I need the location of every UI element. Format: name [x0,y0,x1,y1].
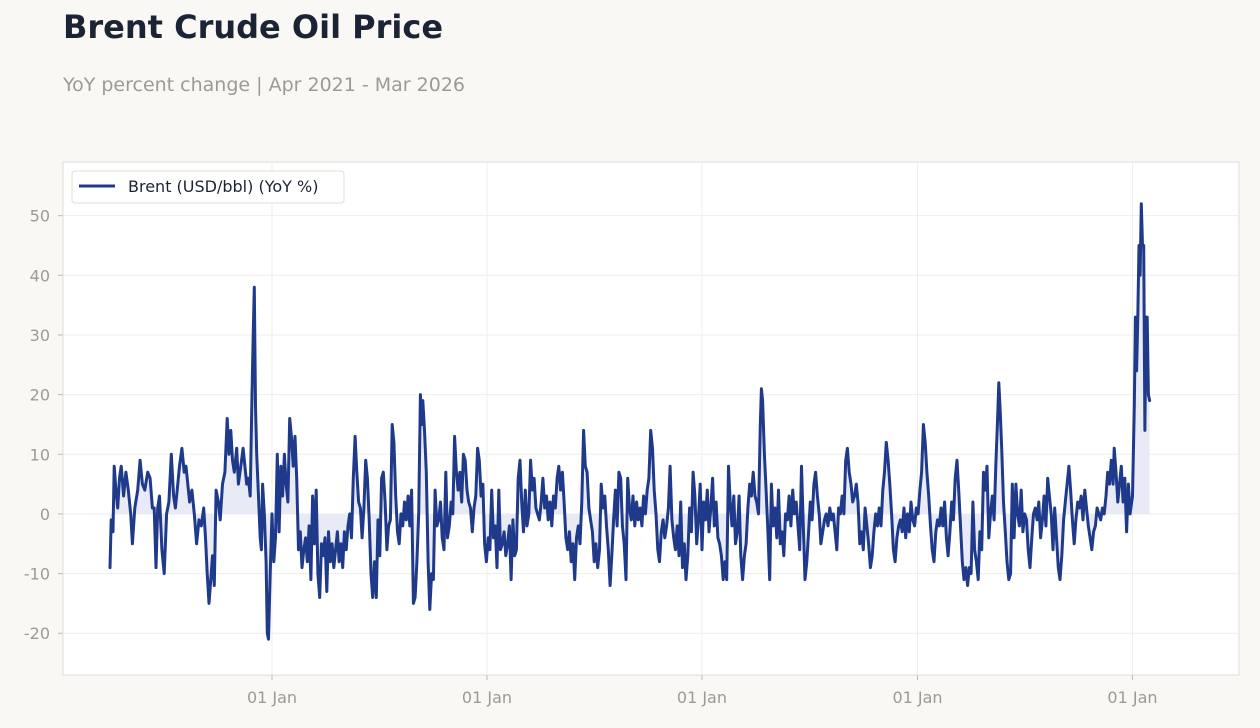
y-axis-ticks: -20 -10 0 10 20 30 40 50 [24,207,63,643]
x-tick-label: 01 Jan [892,688,942,707]
y-tick-label: 50 [30,207,50,226]
x-tick-label: 01 Jan [247,688,297,707]
x-tick-label: 01 Jan [1107,688,1157,707]
chart-subtitle: YoY percent change | Apr 2021 - Mar 2026 [63,74,466,96]
x-axis-ticks: 01 Jan 01 Jan 01 Jan 01 Jan 01 Jan [247,675,1158,707]
plot-area [62,161,1240,676]
series-lines [108,202,1152,641]
grid-lines [63,162,1239,675]
x-tick-label: 01 Jan [677,688,727,707]
y-tick-label: -20 [24,624,50,643]
legend: Brent (USD/bbl) (YoY %) [71,170,345,204]
y-tick-label: 0 [40,505,50,524]
y-tick-label: 10 [30,445,50,464]
x-tick-label: 01 Jan [462,688,512,707]
legend-label: Brent (USD/bbl) (YoY %) [128,177,318,196]
chart-title: Brent Crude Oil Price [63,8,444,46]
y-tick-label: 20 [30,386,50,405]
y-tick-label: 30 [30,326,50,345]
legend-box [71,170,345,204]
y-tick-label: -10 [24,565,50,584]
series-line [108,202,1152,641]
y-tick-label: 40 [30,266,50,285]
